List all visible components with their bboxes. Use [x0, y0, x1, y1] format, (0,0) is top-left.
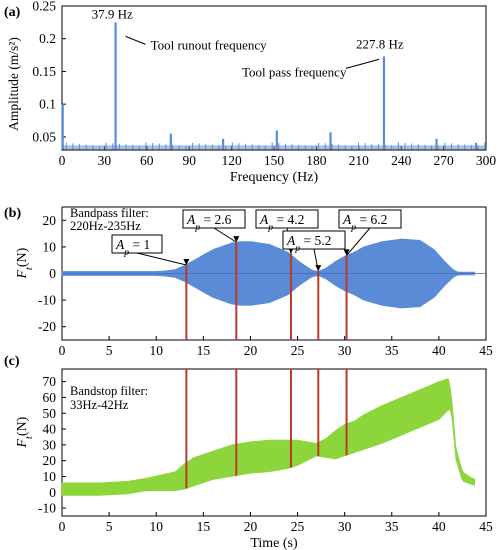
- x-tick-label: 60: [140, 153, 154, 168]
- panel-label: (b): [4, 206, 21, 221]
- y-tick-label: 40: [43, 422, 57, 437]
- panel-a: 0 30 60 90 120 150 180 210 240 270 300 0.05 0.1 0.15 0…: [4, 0, 496, 185]
- filter-label: Bandstop filter:: [70, 384, 148, 398]
- filter-label: 220Hz-235Hz: [70, 219, 141, 233]
- x-tick-label: 40: [432, 519, 446, 534]
- x-tick-label: 15: [197, 343, 211, 358]
- filter-label: 33Hz-42Hz: [70, 398, 129, 412]
- marker-arrowhead: [315, 265, 322, 272]
- x-axis-label: Frequency (Hz): [230, 170, 319, 185]
- y-tick-label: 70: [43, 374, 57, 389]
- y-tick-label: -20: [38, 319, 56, 334]
- x-tick-label: 210: [349, 153, 370, 168]
- y-tick-label: 0: [49, 485, 56, 500]
- y-tick-label: 20: [43, 453, 57, 468]
- x-tick-label: 150: [264, 153, 285, 168]
- x-axis-label: Time (s): [250, 536, 298, 550]
- marker-arrow: [213, 227, 237, 243]
- annotation-label: Tool pass frequency: [242, 64, 347, 79]
- y-axis-label: Ft(N): [15, 247, 35, 279]
- annotation-label: 227.8 Hz: [356, 36, 404, 51]
- y-tick-label: 0.25: [32, 0, 56, 14]
- x-tick-label: 10: [149, 343, 163, 358]
- x-tick-label: 0: [59, 153, 66, 168]
- x-tick-label: 45: [479, 343, 493, 358]
- y-tick-label: 50: [43, 406, 57, 421]
- x-tick-label: 25: [291, 519, 305, 534]
- panel-b: 0 5 10 15 20 25 30 35 40 45 -20 -10 0 10 20 Ap = 1 Ap = …: [4, 206, 493, 358]
- annotation-leader: [345, 58, 380, 69]
- marker-arrowhead: [233, 236, 240, 243]
- annotation-label: 37.9 Hz: [92, 6, 133, 21]
- annotation-label: Tool runout frequency: [151, 37, 268, 52]
- y-tick-label: 0.2: [39, 31, 56, 46]
- x-tick-label: 5: [106, 519, 113, 534]
- x-tick-label: 30: [338, 343, 352, 358]
- marker-callout-label: Ap = 4.2: [259, 212, 304, 233]
- x-tick-label: 10: [149, 519, 163, 534]
- y-tick-label: 10: [43, 469, 57, 484]
- marker-arrow: [136, 252, 187, 266]
- y-tick-label: 0.05: [32, 129, 56, 144]
- y-tick-label: 30: [43, 437, 57, 452]
- y-tick-label: 20: [43, 213, 57, 228]
- x-tick-label: 35: [385, 519, 399, 534]
- noise-floor: [62, 145, 486, 150]
- y-tick-label: 0.15: [32, 64, 56, 79]
- plot-frame: [61, 368, 487, 517]
- panel-c: 0 5 10 15 20 25 30 35 40 45-10010203040506070Band…: [4, 354, 493, 550]
- x-tick-label: 15: [197, 519, 211, 534]
- x-tick-label: 0: [59, 343, 66, 358]
- marker-callout-label: Ap = 1: [115, 237, 150, 258]
- time-markers: [185, 242, 348, 489]
- y-tick-label: 60: [43, 390, 57, 405]
- y-tick-label: -10: [38, 293, 56, 308]
- x-tick-label: 20: [244, 343, 258, 358]
- y-axis-label: Ft(N): [15, 416, 35, 448]
- marker-arrow: [346, 227, 371, 256]
- x-tick-label: 5: [106, 343, 113, 358]
- y-tick-label: -10: [38, 501, 56, 516]
- x-tick-label: 25: [291, 343, 305, 358]
- marker-callout-label: Ap = 2.6: [186, 212, 232, 233]
- marker-callout-label: Ap = 5.2: [286, 233, 331, 254]
- x-tick-label: 120: [221, 153, 242, 168]
- annotation-leader: [125, 35, 146, 45]
- marker-arrowhead: [183, 258, 190, 265]
- x-tick-label: 40: [432, 343, 446, 358]
- marker-callout-label: Ap = 6.2: [342, 212, 387, 233]
- x-tick-label: 240: [391, 153, 412, 168]
- x-tick-label: 300: [476, 153, 497, 168]
- y-tick-label: 0: [49, 266, 56, 281]
- filter-label: Bandpass filter:: [70, 206, 149, 220]
- x-tick-label: 90: [182, 153, 196, 168]
- x-tick-label: 180: [306, 153, 327, 168]
- signal-envelope: [61, 378, 476, 496]
- x-tick-label: 270: [433, 153, 454, 168]
- y-tick-label: 0.1: [39, 97, 56, 112]
- x-tick-label: 45: [479, 519, 493, 534]
- panel-label: (c): [4, 354, 20, 369]
- x-tick-label: 30: [338, 519, 352, 534]
- x-tick-label: 30: [98, 153, 112, 168]
- x-tick-label: 35: [385, 343, 399, 358]
- panel-label: (a): [4, 5, 21, 20]
- y-axis-label: Amplitude (m/s²): [6, 37, 21, 131]
- marker-arrowhead: [343, 249, 350, 256]
- x-tick-label: 20: [244, 519, 258, 534]
- y-tick-label: 10: [43, 239, 57, 254]
- x-tick-label: 0: [59, 519, 66, 534]
